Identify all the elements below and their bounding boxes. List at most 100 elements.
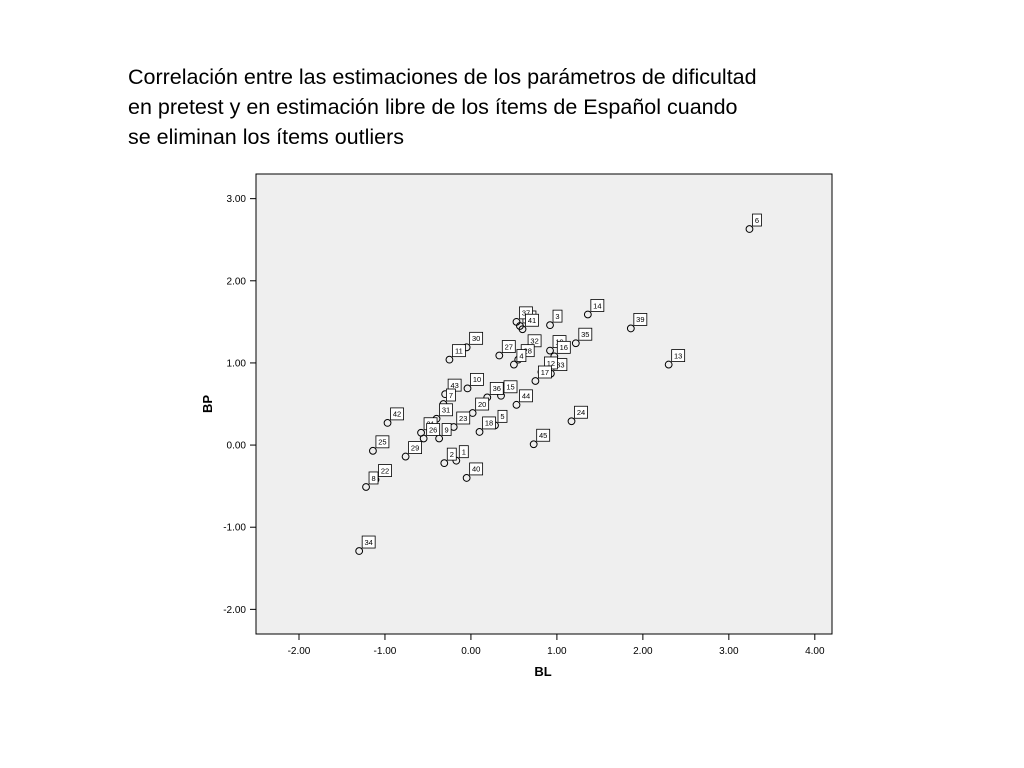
point-label: 27 <box>505 342 513 351</box>
y-tick-label: -2.00 <box>223 605 246 616</box>
y-tick-label: 2.00 <box>227 276 247 287</box>
point-label: 29 <box>411 443 419 452</box>
y-axis: -2.00 -1.00 0.00 1.00 2.00 3.00 <box>223 194 256 616</box>
point-marker <box>362 483 370 491</box>
point-label-box <box>452 344 466 358</box>
chart-title-line-1: Correlación entre las estimaciones de lo… <box>128 65 757 89</box>
x-tick-label: 4.00 <box>805 646 825 657</box>
data-point: 29 <box>401 441 422 461</box>
point-label: 6 <box>755 216 759 225</box>
point-marker <box>664 360 673 369</box>
point-label: 24 <box>577 408 585 417</box>
point-label-box <box>458 445 469 459</box>
point-label-box <box>538 365 552 379</box>
point-label: 16 <box>560 343 568 352</box>
data-point: 4 <box>510 349 527 369</box>
data-point: 26 <box>419 423 441 443</box>
point-label: 43 <box>450 381 458 390</box>
point-label-box <box>408 441 422 454</box>
data-point: 18 <box>475 416 496 436</box>
x-axis: -2.00 -1.00 0.00 1.00 2.00 3.00 4.00 <box>288 634 825 657</box>
data-points: 6143938337413530321927162811413331217104… <box>355 213 762 555</box>
point-label: 34 <box>364 538 372 547</box>
point-label-box <box>752 213 762 227</box>
point-label: 41 <box>528 316 536 325</box>
data-point: 22 <box>371 464 392 484</box>
x-tick-label: -1.00 <box>374 646 397 657</box>
point-label: 4 <box>519 351 523 360</box>
point-label: 25 <box>378 438 386 447</box>
point-label: 9 <box>445 425 449 434</box>
point-marker <box>512 400 521 409</box>
chart-title: Correlación entre las estimaciones de lo… <box>128 62 928 152</box>
point-label-box <box>368 471 379 485</box>
data-point: 44 <box>512 389 533 409</box>
x-tick-label: 3.00 <box>719 646 739 657</box>
data-point: 35 <box>571 327 593 348</box>
point-label: 1 <box>462 447 466 456</box>
data-point: 41 <box>518 313 539 334</box>
y-tick-label: 3.00 <box>227 194 247 205</box>
point-label-box <box>390 407 404 421</box>
point-label-box <box>426 423 441 436</box>
point-marker <box>401 452 410 461</box>
point-label: 39 <box>636 315 644 324</box>
point-label-box <box>503 380 518 394</box>
data-point: 16 <box>550 340 571 361</box>
point-marker <box>626 324 635 333</box>
data-point: 13 <box>664 349 686 369</box>
point-label-box <box>439 403 453 417</box>
point-label-box <box>536 428 551 442</box>
point-label: 8 <box>371 474 375 483</box>
point-marker <box>512 317 521 326</box>
point-marker <box>745 225 754 233</box>
point-label: 3 <box>555 312 559 321</box>
point-marker <box>462 474 471 482</box>
point-label-box <box>441 423 452 436</box>
data-point: 11 <box>445 344 466 364</box>
x-tick-label: 2.00 <box>633 646 653 657</box>
point-marker <box>475 428 484 436</box>
point-label-box <box>482 416 496 430</box>
data-point: 30 <box>462 331 484 352</box>
point-label: 28 <box>524 346 532 355</box>
point-label: 42 <box>393 410 401 419</box>
point-label-box <box>469 331 484 345</box>
point-label-box <box>446 447 457 461</box>
data-point: 43 <box>441 378 462 399</box>
chart-title-line-2: en pretest y en estimación libre de los … <box>128 95 738 119</box>
y-tick-label: 0.00 <box>227 441 247 452</box>
data-point: 42 <box>383 407 404 427</box>
point-marker <box>495 351 504 360</box>
point-label-box <box>671 349 686 362</box>
data-point: 24 <box>567 405 588 426</box>
point-label-box <box>501 340 516 353</box>
point-label-box <box>556 340 571 354</box>
point-label-box <box>446 388 456 402</box>
data-point: 39 <box>626 313 648 333</box>
point-label-box <box>378 464 392 477</box>
point-label: 15 <box>506 383 514 392</box>
point-marker <box>518 325 527 334</box>
point-label: 44 <box>522 392 530 401</box>
data-point: 20 <box>468 397 490 417</box>
point-label-box <box>552 309 563 323</box>
chart-title-line-3: se eliminan los ítems outliers <box>128 125 405 149</box>
data-point: 25 <box>369 435 390 455</box>
point-label-box <box>497 409 508 423</box>
point-label: 33 <box>556 360 564 369</box>
point-label-box <box>361 535 376 549</box>
point-label: 30 <box>472 334 480 343</box>
x-axis-title: BL <box>534 664 551 679</box>
point-marker <box>383 418 392 427</box>
point-marker <box>369 446 377 455</box>
point-label-box <box>375 435 390 449</box>
point-marker <box>546 321 554 330</box>
point-label: 31 <box>442 406 450 415</box>
data-point: 6 <box>745 213 762 233</box>
data-point: 27 <box>495 340 516 360</box>
point-label-box <box>574 405 588 419</box>
data-point: 8 <box>362 471 379 491</box>
point-label: 26 <box>429 425 437 434</box>
